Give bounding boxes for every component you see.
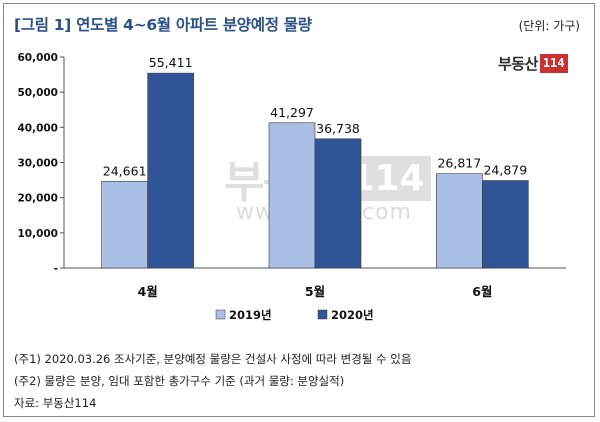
x-tick-label: 5월 (305, 284, 325, 299)
bar (268, 122, 316, 269)
x-tick-label: 6월 (472, 284, 492, 299)
figure-frame: [그림 1] 연도별 4~6월 아파트 분양예정 물량 (단위: 가구) 부동산… (3, 3, 595, 417)
source-note: 자료: 부동산114 (14, 396, 97, 410)
data-label: 36,738 (316, 121, 360, 136)
legend-label: 2020년 (331, 308, 374, 322)
y-tick-label: 20,000 (17, 193, 58, 205)
note-2: (주2) 물량은 분양, 임대 포함한 총가구수 기준 (과거 물량: 분양실적… (14, 374, 345, 388)
bar (482, 180, 529, 269)
legend-swatch (317, 309, 328, 320)
y-tick-label: 60,000 (17, 52, 58, 64)
x-tick-label: 4월 (138, 284, 158, 299)
unit-label: (단위: 가구) (518, 19, 580, 33)
bar-chart: - 10,000 20,000 30,000 40,000 50,000 60,000 24,… (17, 52, 566, 322)
bar (436, 173, 483, 269)
chart-title: [그림 1] 연도별 4~6월 아파트 분양예정 물량 (14, 16, 312, 34)
logo-text: 부동산 (498, 54, 538, 73)
y-tick-label: 30,000 (17, 158, 58, 170)
logo-box: 114 (539, 53, 568, 73)
notes: (주1) 2020.03.26 조사기준, 분양예정 물량은 건설사 사정에 따… (14, 348, 411, 414)
y-tick-label: 50,000 (17, 87, 58, 99)
y-tick-label: - (54, 263, 58, 275)
bar (147, 72, 194, 269)
data-label: 24,661 (103, 163, 147, 178)
brand-logo: 부동산 114 (498, 52, 568, 74)
y-tick-label: 10,000 (17, 228, 58, 240)
note-1: (주1) 2020.03.26 조사기준, 분양예정 물량은 건설사 사정에 따… (14, 352, 412, 366)
legend-label: 2019년 (229, 308, 272, 322)
data-label: 26,817 (437, 156, 481, 171)
bar (101, 180, 148, 269)
data-label: 24,879 (483, 163, 527, 178)
y-tick-label: 40,000 (17, 122, 58, 134)
legend-swatch (215, 309, 226, 320)
data-label: 55,411 (149, 55, 193, 70)
data-label: 41,297 (270, 105, 314, 120)
bar (314, 138, 362, 269)
